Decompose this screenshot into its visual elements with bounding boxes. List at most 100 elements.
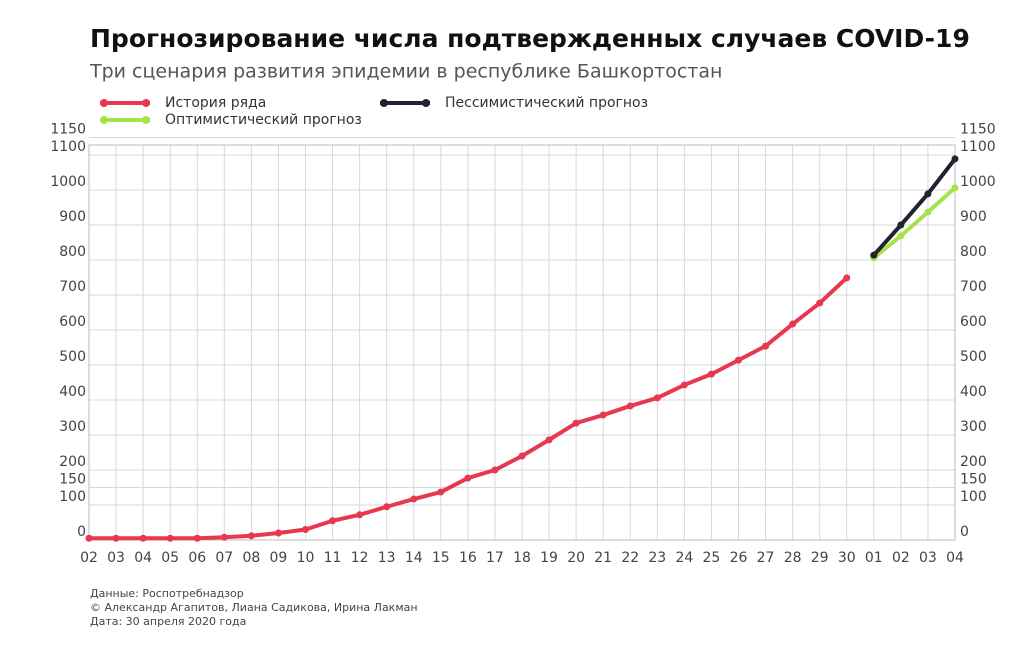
x-tick-label: 25 (703, 550, 721, 566)
x-tick-label: 01 (865, 550, 883, 566)
y-tick-label: 0 (77, 524, 86, 540)
point (356, 511, 364, 519)
point (843, 274, 851, 282)
legend-dot (422, 99, 430, 107)
x-tick-label: 04 (946, 550, 964, 566)
point (653, 394, 661, 402)
point (166, 534, 174, 542)
point (572, 419, 580, 427)
legend-dot (100, 99, 108, 107)
legend-label: Оптимистический прогноз (165, 112, 362, 128)
point (464, 474, 472, 482)
x-tick-label: 08 (242, 550, 260, 566)
y-tick-label: 500 (59, 349, 86, 365)
point (626, 402, 634, 410)
chart-subtitle: Три сценария развития эпидемии в республ… (89, 61, 722, 83)
x-tick-label: 12 (351, 550, 369, 566)
legend-label: Пессимистический прогноз (445, 95, 648, 111)
y-tick-label: 300 (59, 419, 86, 435)
y-tick-label: 150 (59, 472, 86, 488)
point (518, 452, 526, 460)
y-tick-label: 1000 (960, 174, 996, 190)
point (220, 533, 228, 541)
note: Дата: 30 апреля 2020 года (90, 615, 246, 628)
legend-dot (142, 99, 150, 107)
y-tick-label: 100 (59, 489, 86, 505)
point (437, 488, 445, 496)
point (329, 517, 337, 525)
point (545, 436, 553, 444)
point (599, 411, 607, 419)
y-tick-label: 100 (960, 489, 987, 505)
x-tick-label: 07 (215, 550, 233, 566)
y-tick-label: 200 (59, 454, 86, 470)
x-tick-label: 16 (459, 550, 477, 566)
x-tick-label: 14 (405, 550, 423, 566)
x-tick-label: 22 (621, 550, 639, 566)
point (85, 534, 93, 542)
point (789, 320, 797, 328)
x-tick-label: 10 (297, 550, 315, 566)
y-tick-label: 600 (59, 314, 86, 330)
y-tick-label: 800 (960, 244, 987, 260)
series-line (872, 186, 957, 260)
point (951, 184, 959, 192)
x-tick-label: 02 (80, 550, 98, 566)
x-tick-label: 15 (432, 550, 450, 566)
point (247, 532, 255, 540)
legend-dot (380, 99, 388, 107)
x-tick-label: 18 (513, 550, 531, 566)
legend-dot (142, 116, 150, 124)
x-tick-label: 06 (188, 550, 206, 566)
point (870, 251, 878, 259)
point (816, 299, 824, 307)
x-tick-label: 03 (919, 550, 937, 566)
x-tick-label: 27 (757, 550, 775, 566)
point (762, 342, 770, 350)
x-tick-label: 28 (784, 550, 802, 566)
x-tick-label: 23 (648, 550, 666, 566)
x-tick-label: 21 (594, 550, 612, 566)
point (274, 529, 282, 537)
x-tick-label: 13 (378, 550, 396, 566)
x-tick-label: 20 (567, 550, 585, 566)
y-tick-label: 900 (960, 209, 987, 225)
y-tick-label: 1100 (50, 139, 86, 155)
point (302, 526, 309, 533)
point (897, 221, 905, 229)
point (383, 503, 391, 511)
point (951, 155, 959, 163)
y-tick-label: 0 (960, 524, 969, 540)
x-tick-label: 19 (540, 550, 558, 566)
x-tick-label: 03 (107, 550, 125, 566)
point (139, 534, 147, 542)
y-tick-label: 600 (960, 314, 987, 330)
y-tick-label: 700 (59, 279, 86, 295)
x-tick-label: 29 (811, 550, 829, 566)
y-tick-label: 900 (59, 209, 86, 225)
y-tick-label: 1100 (960, 139, 996, 155)
chart-title: Прогнозирование числа подтвержденных слу… (90, 24, 970, 53)
x-tick-label: 04 (134, 550, 152, 566)
y-tick-label: 1000 (50, 174, 86, 190)
y-tick-label: 800 (59, 244, 86, 260)
point (112, 534, 120, 542)
point (410, 495, 418, 503)
point (707, 370, 715, 378)
point (924, 208, 932, 216)
series-line (872, 157, 957, 257)
y-tick-label: 400 (59, 384, 86, 400)
point (193, 534, 201, 542)
y-tick-label: 700 (960, 279, 987, 295)
x-tick-label: 30 (838, 550, 856, 566)
point (735, 356, 742, 364)
x-tick-label: 05 (161, 550, 179, 566)
plot-frame (88, 144, 956, 541)
x-tick-label: 02 (892, 550, 910, 566)
point (897, 232, 905, 240)
y-tick-label: 300 (960, 419, 987, 435)
y-tick-label: 1150 (960, 122, 996, 138)
note: Данные: Роспотребнадзор (90, 587, 244, 600)
legend-label: История ряда (165, 95, 266, 111)
legend-dot (100, 116, 108, 124)
